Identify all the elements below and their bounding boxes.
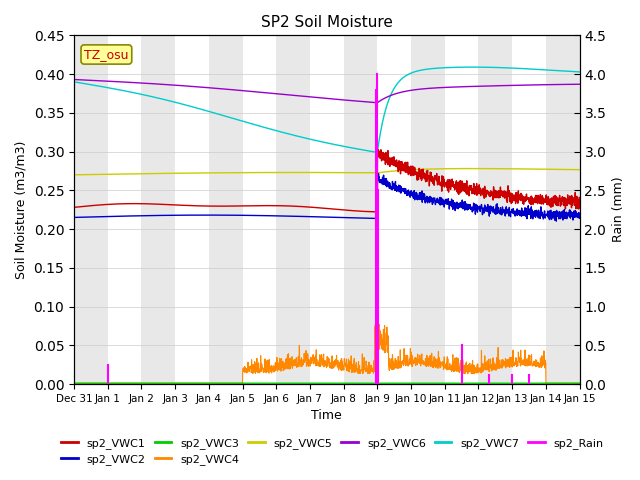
- Bar: [310, 36, 344, 384]
- Bar: [546, 36, 580, 384]
- Bar: [479, 36, 512, 384]
- Bar: [175, 36, 209, 384]
- Bar: [141, 36, 175, 384]
- Bar: [276, 36, 310, 384]
- Text: TZ_osu: TZ_osu: [84, 48, 129, 61]
- X-axis label: Time: Time: [312, 409, 342, 422]
- Bar: [74, 36, 108, 384]
- Bar: [344, 36, 378, 384]
- Y-axis label: Rain (mm): Rain (mm): [612, 177, 625, 242]
- Legend: sp2_VWC1, sp2_VWC2, sp2_VWC3, sp2_VWC4, sp2_VWC5, sp2_VWC6, sp2_VWC7, sp2_Rain: sp2_VWC1, sp2_VWC2, sp2_VWC3, sp2_VWC4, …: [57, 433, 608, 469]
- Y-axis label: Soil Moisture (m3/m3): Soil Moisture (m3/m3): [15, 141, 28, 279]
- Bar: [378, 36, 411, 384]
- Bar: [580, 36, 613, 384]
- Bar: [243, 36, 276, 384]
- Title: SP2 Soil Moisture: SP2 Soil Moisture: [261, 15, 393, 30]
- Bar: [512, 36, 546, 384]
- Bar: [411, 36, 445, 384]
- Bar: [209, 36, 243, 384]
- Bar: [108, 36, 141, 384]
- Bar: [445, 36, 479, 384]
